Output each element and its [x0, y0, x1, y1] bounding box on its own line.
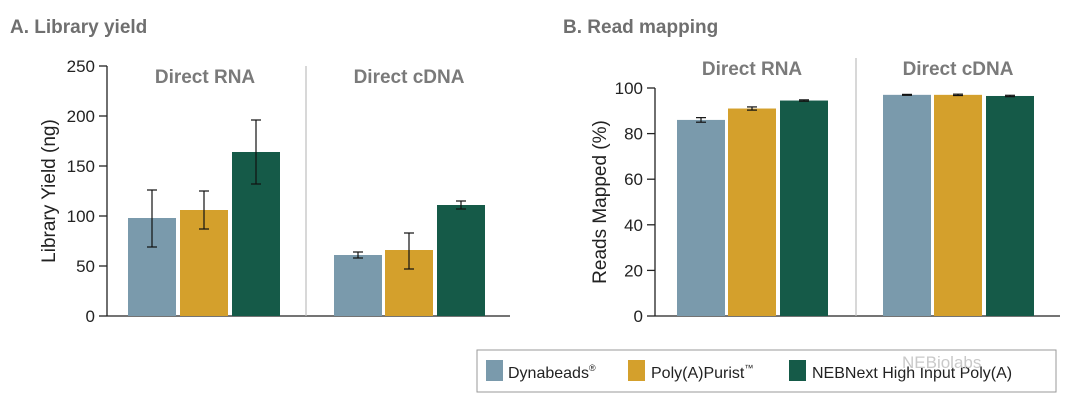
panel-b-y-tick-label: 20: [624, 261, 643, 280]
panel-b-group-direct-cdna: Direct cDNA: [903, 59, 1014, 80]
panel-a-error-bar-direct-cdna-dynabeads: [353, 251, 363, 259]
panel-b-error-bar-direct-cdna-nebnext-high-input-poly-a: [1005, 94, 1015, 98]
panel-b-group-direct-rna: Direct RNA: [702, 59, 803, 80]
panel-a-y-tick-label: 50: [76, 257, 95, 276]
legend-swatch-nebnext: [789, 360, 806, 381]
panel-b-bar-direct-rna-dynabeads: [677, 119, 725, 316]
panel-a-y-axis-title: Library Yield (ng): [39, 119, 60, 263]
panel-a-y-tick-label: 200: [67, 107, 95, 126]
panel-a-y-tick-label: 0: [86, 307, 95, 326]
panel-b-bar-direct-rna-nebnext-high-input-poly-a: [780, 100, 828, 316]
panel-b-bar-direct-rna-poly-a-purist: [728, 108, 776, 317]
panel-b-bar-direct-cdna-nebnext-high-input-poly-a: [986, 95, 1034, 316]
panel-b-chart: 0 20 40 60 80 100: [615, 58, 1060, 326]
panel-a-error-bar-direct-rna-nebnext-high-input-poly-a: [251, 119, 261, 185]
legend-label-nebnext: NEBNext High Input Poly(A): [812, 365, 1012, 382]
legend-swatch-dynabeads: [486, 360, 503, 381]
panel-b-y-tick-label: 0: [634, 307, 643, 326]
legend: Dynabeads® Poly(A)Purist™ NEBNext High I…: [476, 349, 1057, 393]
legend-swatch-polyapurist: [628, 360, 645, 381]
panel-b-y-tick-label: 60: [624, 170, 643, 189]
panel-b-y-tick-label: 100: [615, 79, 643, 98]
panel-b-error-bar-direct-cdna-poly-a-purist: [953, 93, 963, 97]
panel-a-bar-direct-cdna-dynabeads: [334, 255, 382, 316]
panel-a-bar-direct-cdna-nebnext-high-input-poly-a: [437, 205, 485, 316]
panel-a-group-direct-cdna: Direct cDNA: [354, 67, 465, 88]
panel-a-group-direct-rna: Direct RNA: [155, 67, 256, 88]
watermark-text: NEBiolabs: [902, 353, 981, 372]
panel-a-title: A. Library yield: [10, 17, 147, 38]
panel-b-bar-direct-cdna-poly-a-purist: [934, 94, 982, 316]
panel-b-bar-direct-cdna-dynabeads: [883, 94, 931, 316]
panel-b-y-tick-label: 40: [624, 216, 643, 235]
panel-b-error-bar-direct-rna-poly-a-purist: [747, 106, 757, 111]
panel-b-y-tick-label: 80: [624, 125, 643, 144]
panel-b-error-bar-direct-rna-dynabeads: [696, 117, 706, 123]
panel-a-y-tick-label: 100: [67, 207, 95, 226]
panel-b-y-axis-title: Reads Mapped (%): [590, 120, 611, 284]
panel-a-error-bar-direct-cdna-poly-a-purist: [404, 232, 414, 270]
legend-label-dynabeads: Dynabeads®: [508, 363, 596, 382]
legend-label-polyapurist: Poly(A)Purist™: [651, 363, 753, 382]
panel-a-error-bar-direct-rna-dynabeads: [147, 189, 157, 248]
panel-a-y-tick-label: 250: [67, 57, 95, 76]
panel-b-error-bar-direct-rna-nebnext-high-input-poly-a: [799, 99, 809, 102]
panel-a-y-tick-label: 150: [67, 157, 95, 176]
legend-box: [476, 349, 1057, 393]
panel-a-chart: 0 50 100 150 200 250: [67, 57, 510, 326]
panel-b-error-bar-direct-cdna-dynabeads: [902, 93, 912, 96]
panel-a-error-bar-direct-rna-poly-a-purist: [199, 190, 209, 230]
panel-a-error-bar-direct-cdna-nebnext-high-input-poly-a: [456, 200, 466, 210]
panel-b-title: B. Read mapping: [563, 17, 718, 38]
